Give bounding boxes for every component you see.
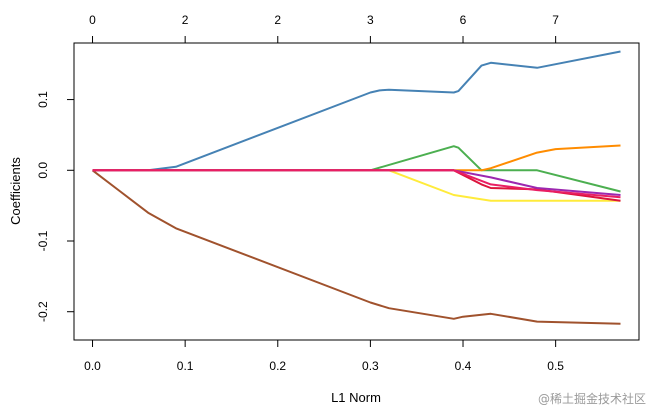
top-axis: 0 2 2 3 6 7	[89, 13, 559, 43]
watermark: @稀土掘金技术社区	[537, 392, 646, 406]
series-line	[92, 169, 621, 202]
series-line	[92, 169, 621, 199]
top-tick-label: 7	[552, 13, 559, 27]
series-line	[92, 169, 621, 202]
y-axis: -0.2 -0.1 0.0 0.1	[36, 91, 74, 322]
y-axis-title: Coefficients	[8, 157, 23, 225]
top-tick-label: 0	[89, 13, 96, 27]
series-line	[91, 169, 621, 325]
y-tick-label: -0.2	[36, 301, 50, 322]
x-axis: 0.0 0.1 0.2 0.3 0.4 0.5	[84, 340, 564, 373]
x-axis-title: L1 Norm	[331, 390, 381, 405]
y-tick-label: 0.1	[36, 91, 50, 108]
x-tick-label: 0.2	[269, 359, 286, 373]
series-line	[92, 145, 621, 193]
top-tick-label: 3	[367, 13, 374, 27]
series-line	[92, 50, 621, 172]
series-layer	[91, 50, 621, 325]
x-tick-label: 0.3	[362, 359, 379, 373]
x-tick-label: 0.0	[84, 359, 101, 373]
top-tick-label: 2	[182, 13, 189, 27]
y-tick-label: 0.0	[36, 162, 50, 179]
top-tick-label: 6	[460, 13, 467, 27]
x-tick-label: 0.1	[177, 359, 194, 373]
x-tick-label: 0.4	[455, 359, 472, 373]
y-tick-label: -0.1	[36, 230, 50, 251]
x-tick-label: 0.5	[547, 359, 564, 373]
plot-frame	[73, 42, 640, 341]
top-tick-label: 2	[274, 13, 281, 27]
